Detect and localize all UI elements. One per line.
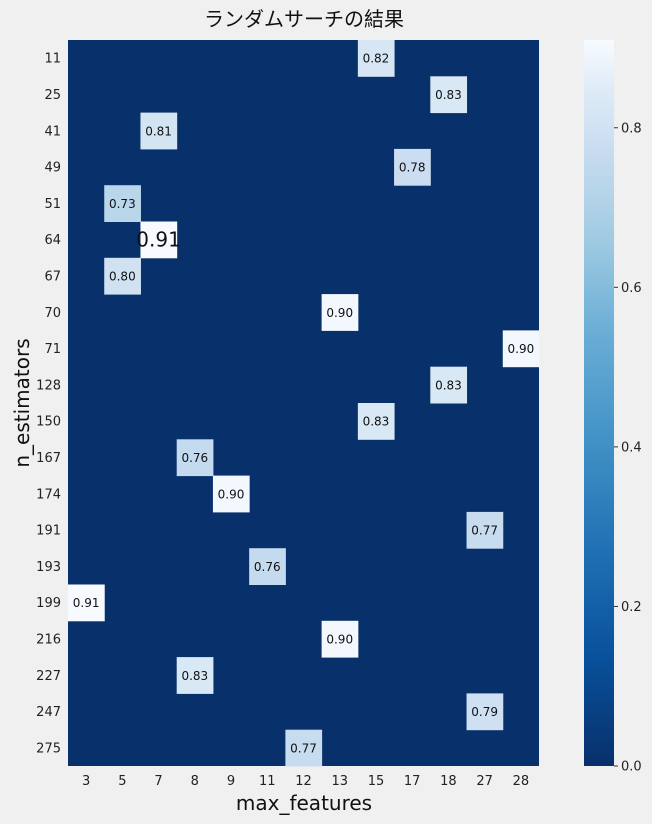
cell-value-label: 0.90 [326,632,353,646]
y-tick-label: 11 [44,52,61,67]
heatmap-cell [249,548,286,585]
y-tick-label: 275 [36,741,61,756]
y-tick-label: 247 [36,705,61,720]
colorbar-tick-label: 0.8 [621,121,642,136]
cell-value-label: 0.78 [399,161,426,175]
colorbar-tick-label: 0.6 [621,281,642,296]
y-tick-label: 25 [44,88,61,103]
cell-value-label: 0.77 [471,524,498,538]
x-tick-label: 11 [259,774,276,789]
cell-value-label: 0.83 [363,415,390,429]
y-axis-label: n_estimators [10,338,34,467]
cell-value-label: 0.82 [363,52,390,66]
cell-value-label: 0.76 [254,560,281,574]
heatmap-cell [430,76,468,114]
colorbar-tick-label: 0.2 [621,600,642,615]
cell-value-label: 0.90 [218,487,245,501]
x-tick-label: 3 [82,774,90,789]
cell-value-label: 0.81 [145,124,172,138]
y-tick-label: 191 [36,524,61,539]
heatmap-cell [212,475,250,513]
colorbar-tick-label: 0.4 [621,440,642,455]
y-tick-labels: 11 25 41 49 51 64 67 70 71 128 150 167 174 191 193 199 2… [36,52,61,757]
cell-value-label: 0.73 [109,197,136,211]
heatmap-cell [321,620,359,658]
heatmap-cell [104,185,141,222]
y-tick-label: 193 [36,560,61,575]
y-tick-label: 167 [36,451,61,466]
heatmap-cell [430,366,468,404]
y-tick-label: 51 [44,197,61,212]
x-tick-label: 12 [295,774,312,789]
cell-value-label: 0.80 [109,269,136,283]
y-tick-label: 70 [44,306,61,321]
x-tick-label: 7 [154,774,162,789]
heatmap-cell [140,112,178,150]
x-tick-label: 9 [227,774,235,789]
x-tick-labels: 3 5 7 8 9 11 12 13 15 17 18 27 28 [82,774,529,789]
cell-value-label: 0.79 [471,705,498,719]
heatmap-cell [502,330,540,368]
cell-value-label: 0.83 [435,88,462,102]
cell-value-label: 0.91 [73,596,100,610]
y-tick-label: 199 [36,596,61,611]
chart-title: ランダムサーチの結果 [204,7,404,31]
cell-value-label: 0.91 [136,228,181,252]
y-tick-label: 216 [36,632,61,647]
y-tick-label: 71 [44,342,61,357]
y-tick-label: 150 [36,415,61,430]
heatmap-cell [466,693,504,731]
cell-value-label: 0.83 [181,669,208,683]
colorbar-tick-label: 0.0 [621,760,642,775]
x-axis-label: max_features [236,791,372,815]
heatmap-cell [357,40,395,77]
heatmap-cell [68,584,105,622]
y-tick-label: 67 [44,269,61,284]
heatmap-cell [140,221,178,259]
cell-value-label: 0.90 [326,306,353,320]
heatmap-cell [176,439,214,477]
heatmap-cell [104,257,141,295]
x-tick-label: 8 [191,774,199,789]
cell-value-label: 0.76 [181,451,208,465]
heatmap-cell [285,729,323,767]
x-tick-label: 13 [331,774,348,789]
colorbar-gradient [584,40,614,766]
x-tick-label: 28 [513,774,530,789]
y-tick-label: 227 [36,669,61,684]
x-tick-label: 17 [404,774,421,789]
cell-value-label: 0.77 [290,741,317,755]
plot-area: 0.82 0.83 0.81 0.78 0.73 0.91 0.80 0.90 0.90 0.83… [68,40,540,767]
y-tick-label: 41 [44,124,61,139]
cell-value-label: 0.83 [435,378,462,392]
x-tick-label: 18 [440,774,457,789]
colorbar-tick-labels: 0.0 0.2 0.4 0.6 0.8 [614,121,642,775]
y-tick-label: 174 [36,487,61,502]
heatmap-cell [321,294,359,331]
heatmap-cell [357,403,395,440]
cell-value-label: 0.90 [508,342,535,356]
x-tick-label: 27 [476,774,493,789]
x-tick-label: 15 [368,774,385,789]
colorbar [584,40,614,766]
y-tick-label: 49 [44,161,61,176]
heatmap-background [68,40,539,766]
y-tick-label: 64 [44,233,61,248]
x-tick-label: 5 [118,774,126,789]
heatmap-cell [176,657,214,694]
heatmap-cell [394,148,431,186]
heatmap-cell [466,511,504,549]
y-tick-label: 128 [36,378,61,393]
